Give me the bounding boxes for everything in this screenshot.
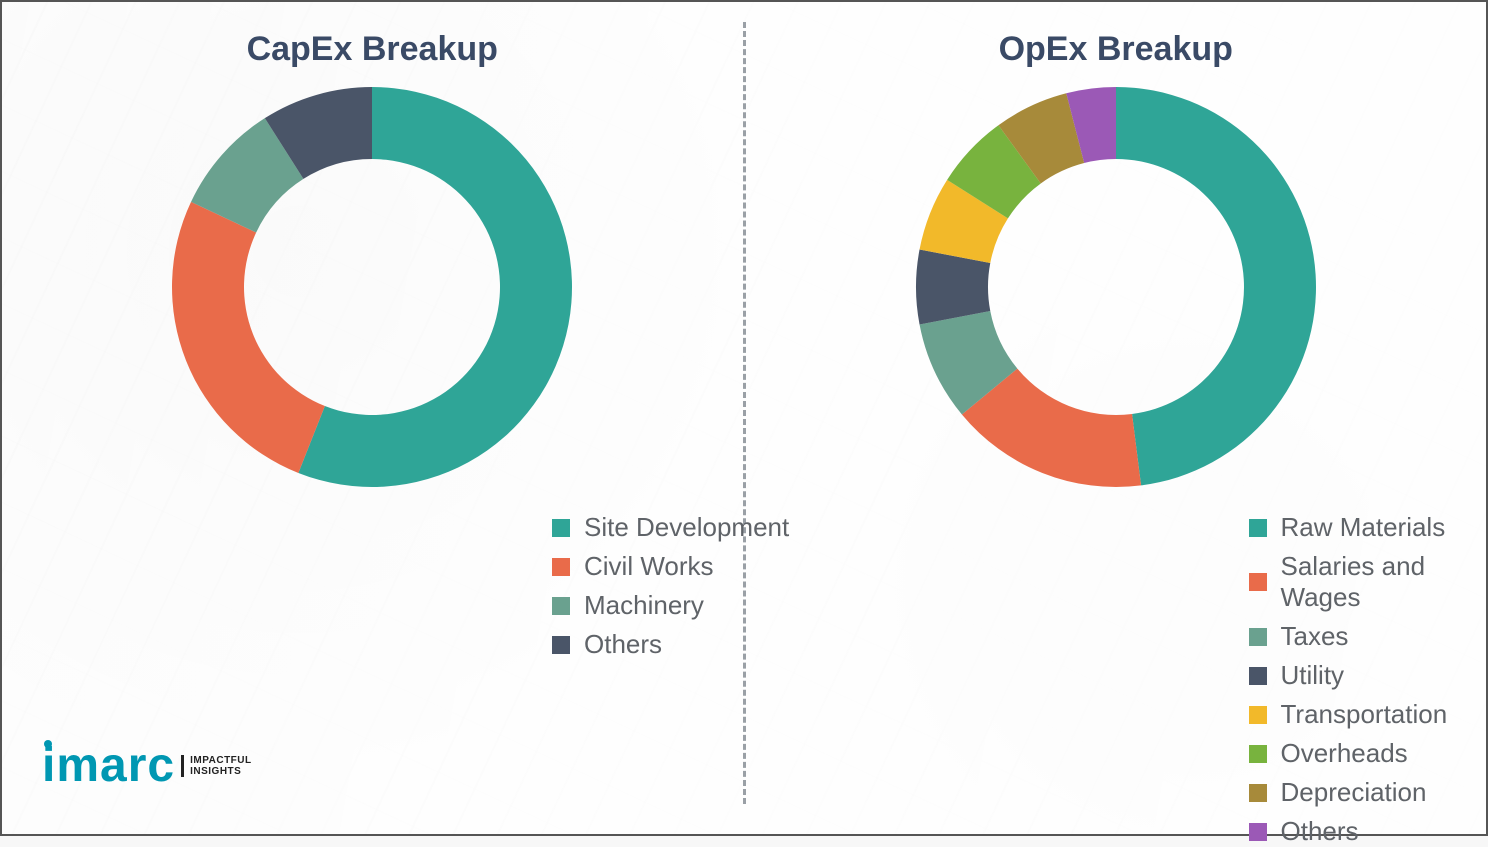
opex-title: OpEx Breakup	[999, 30, 1233, 69]
capex-legend-label-2: Machinery	[584, 590, 704, 621]
brand-wordmark: imarc	[42, 742, 175, 790]
capex-legend-row-2: Machinery	[552, 590, 789, 621]
capex-slice-1	[172, 202, 325, 473]
opex-legend-row-0: Raw Materials	[1249, 512, 1487, 543]
capex-legend-swatch-3	[552, 636, 570, 654]
capex-legend-swatch-2	[552, 597, 570, 615]
capex-legend-label-0: Site Development	[584, 512, 789, 543]
capex-legend-row-3: Others	[552, 629, 789, 660]
capex-donut-svg	[162, 77, 582, 497]
opex-legend-label-2: Taxes	[1281, 621, 1349, 652]
opex-donut-svg	[906, 77, 1326, 497]
capex-panel: CapEx Breakup Site DevelopmentCivil Work…	[2, 2, 743, 834]
opex-legend-swatch-7	[1249, 823, 1267, 841]
capex-legend-swatch-1	[552, 558, 570, 576]
opex-legend-label-7: Others	[1281, 816, 1359, 847]
opex-legend-swatch-3	[1249, 667, 1267, 685]
opex-legend-swatch-1	[1249, 573, 1267, 591]
opex-slice-0	[1116, 87, 1316, 485]
opex-legend-swatch-6	[1249, 784, 1267, 802]
opex-legend-swatch-0	[1249, 519, 1267, 537]
brand-tagline-1: IMPACTFUL	[190, 755, 252, 766]
brand-logo: imarc IMPACTFUL INSIGHTS	[42, 742, 252, 790]
opex-legend-row-2: Taxes	[1249, 621, 1487, 652]
opex-legend-label-3: Utility	[1281, 660, 1345, 691]
capex-legend-label-1: Civil Works	[584, 551, 714, 582]
capex-legend-label-3: Others	[584, 629, 662, 660]
opex-legend-swatch-5	[1249, 745, 1267, 763]
opex-legend-swatch-2	[1249, 628, 1267, 646]
capex-legend-row-1: Civil Works	[552, 551, 789, 582]
opex-legend-label-5: Overheads	[1281, 738, 1408, 769]
opex-legend-swatch-4	[1249, 706, 1267, 724]
capex-donut	[162, 77, 582, 497]
opex-legend-row-3: Utility	[1249, 660, 1487, 691]
opex-legend-label-0: Raw Materials	[1281, 512, 1446, 543]
opex-legend-row-7: Others	[1249, 816, 1487, 847]
capex-legend-swatch-0	[552, 519, 570, 537]
brand-tagline: IMPACTFUL INSIGHTS	[181, 755, 252, 777]
panels-container: CapEx Breakup Site Development Civil Work…	[2, 2, 1486, 834]
opex-legend-label-1: Salaries and Wages	[1281, 551, 1487, 613]
opex-panel: OpEx Breakup Raw Materials Salaries and W…	[746, 2, 1487, 834]
capex-title: CapEx Breakup	[247, 30, 498, 69]
brand-tagline-2: INSIGHTS	[190, 766, 241, 777]
opex-legend: Raw Materials Salaries and Wages Taxes Util…	[1249, 512, 1487, 847]
opex-donut	[906, 77, 1326, 497]
capex-legend: Site Development Civil Works Machinery Othe…	[552, 512, 789, 660]
opex-legend-label-4: Transportation	[1281, 699, 1448, 730]
opex-legend-row-5: Overheads	[1249, 738, 1487, 769]
opex-legend-row-6: Depreciation	[1249, 777, 1487, 808]
opex-legend-row-1: Salaries and Wages	[1249, 551, 1487, 613]
opex-legend-label-6: Depreciation	[1281, 777, 1427, 808]
brand-dot-icon	[44, 740, 52, 748]
opex-legend-row-4: Transportation	[1249, 699, 1487, 730]
capex-legend-row-0: Site Development	[552, 512, 789, 543]
